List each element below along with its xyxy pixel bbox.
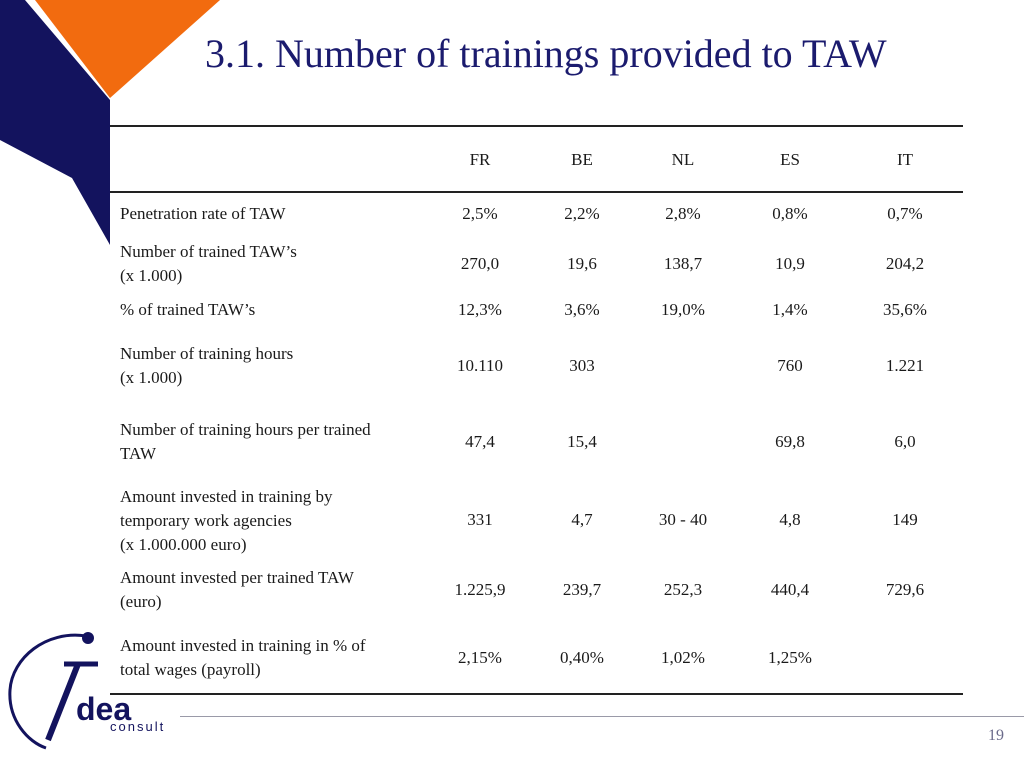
cell-nl: 30 - 40 bbox=[658, 510, 708, 529]
column-header-nl: NL bbox=[671, 150, 695, 169]
cell-it: 729,6 bbox=[885, 580, 925, 599]
cell-be: 239,7 bbox=[562, 580, 602, 599]
row-label: Number of training hours (x 1.000) bbox=[120, 344, 294, 387]
cell-it: 204,2 bbox=[885, 254, 925, 273]
cell-fr: 47,4 bbox=[465, 432, 495, 451]
cell-nl: 138,7 bbox=[663, 254, 703, 273]
cell-fr: 2,15% bbox=[458, 648, 502, 667]
cell-nl: 2,8% bbox=[665, 204, 701, 223]
cell-es: 69,8 bbox=[775, 432, 805, 451]
column-header-es: ES bbox=[780, 150, 800, 169]
logo-mark: dea consult bbox=[8, 632, 165, 750]
cell-es: 4,8 bbox=[779, 510, 801, 529]
cell-nl: 1,02% bbox=[661, 648, 705, 667]
cell-fr: 2,5% bbox=[462, 204, 498, 223]
corner-decoration bbox=[0, 0, 220, 245]
row-label: Penetration rate of TAW bbox=[120, 204, 286, 223]
orange-triangle bbox=[35, 0, 220, 98]
cell-nl: 19,0% bbox=[661, 300, 705, 319]
cell-it: 1.221 bbox=[885, 356, 925, 375]
row-label: Amount invested in training in % of total… bbox=[120, 636, 366, 679]
cell-be: 4,7 bbox=[571, 510, 593, 529]
table-bottom-rule bbox=[110, 693, 963, 695]
row-label: Number of trained TAW’s (x 1.000) bbox=[120, 242, 297, 285]
cell-be: 19,6 bbox=[567, 254, 597, 273]
row-label: Number of training hours per trained TAW bbox=[120, 420, 371, 463]
row-label: Amount invested in training by temporary … bbox=[120, 487, 333, 554]
cell-be: 0,40% bbox=[560, 648, 604, 667]
column-header-be: BE bbox=[571, 150, 593, 169]
cell-fr: 1.225,9 bbox=[454, 580, 506, 599]
svg-text:consult: consult bbox=[110, 719, 165, 734]
cell-it: 0,7% bbox=[887, 204, 923, 223]
cell-fr: 12,3% bbox=[458, 300, 502, 319]
cell-nl: 252,3 bbox=[663, 580, 703, 599]
page-number: 19 bbox=[988, 727, 1004, 744]
cell-fr: 10.110 bbox=[456, 356, 504, 375]
cell-fr: 270,0 bbox=[460, 254, 500, 273]
navy-corner-shape bbox=[0, 0, 110, 245]
cell-it: 149 bbox=[892, 510, 918, 529]
cell-es: 10,9 bbox=[775, 254, 805, 273]
svg-text:dea: dea bbox=[76, 691, 131, 727]
row-label: Amount invested per trained TAW (euro) bbox=[120, 568, 354, 611]
footer-rule bbox=[180, 716, 1024, 717]
cell-be: 303 bbox=[569, 356, 595, 375]
cell-it: 35,6% bbox=[883, 300, 927, 319]
cell-be: 15,4 bbox=[567, 432, 597, 451]
cell-be: 2,2% bbox=[564, 204, 600, 223]
slide-title: 3.1. Number of trainings provided to TAW bbox=[205, 31, 887, 76]
cell-es: 0,8% bbox=[772, 204, 808, 223]
column-header-it: IT bbox=[896, 150, 914, 169]
idea-consult-logo: dea consult bbox=[6, 628, 186, 758]
table-top-rule bbox=[110, 125, 963, 127]
cell-es: 440,4 bbox=[770, 580, 810, 599]
table-header: FR BE NL ES IT bbox=[0, 150, 1024, 172]
cell-es: 1,25% bbox=[768, 648, 812, 667]
cell-be: 3,6% bbox=[564, 300, 600, 319]
table-header-rule bbox=[110, 191, 963, 193]
cell-es: 1,4% bbox=[772, 300, 808, 319]
cell-es: 760 bbox=[777, 356, 803, 375]
column-header-fr: FR bbox=[469, 150, 491, 169]
cell-fr: 331 bbox=[467, 510, 493, 529]
row-label: % of trained TAW’s bbox=[120, 300, 256, 319]
cell-it: 6,0 bbox=[894, 432, 916, 451]
